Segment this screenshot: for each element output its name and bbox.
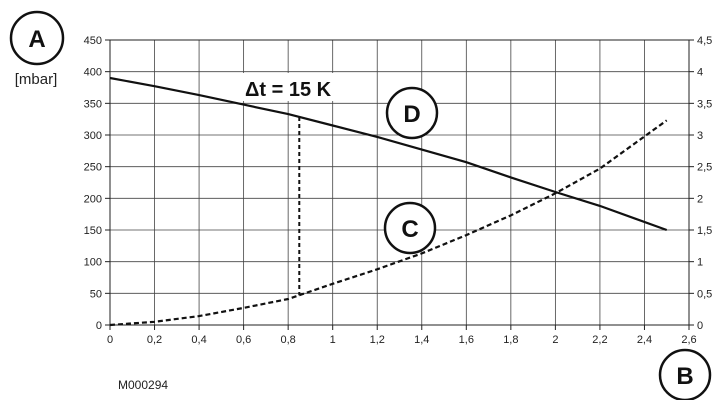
right-axis-ticks: 0 0,5 1 1,5 2 2,5 3 3,5 4 4,5 [689, 35, 712, 332]
x-tick-label: 0,4 [191, 334, 206, 346]
callout-d: D [385, 86, 439, 140]
x-tick-label: 2 [552, 334, 558, 346]
callout-b: B [658, 348, 712, 400]
callout-b-label: B [676, 363, 693, 390]
grid-lines [109, 39, 690, 326]
right-tick-label: 3 [697, 130, 703, 142]
right-tick-label: 4 [697, 67, 703, 79]
dt-label-bg [242, 73, 362, 101]
callout-d-circle [385, 86, 439, 140]
callout-c: C [383, 201, 437, 255]
x-tick-label: 1,6 [459, 334, 474, 346]
dt-label: Δt = 15 K [245, 79, 332, 101]
callout-a: A [9, 10, 65, 66]
x-tick-label: 2,6 [681, 334, 696, 346]
curve-d-line [109, 76, 668, 232]
right-tick-label: 0 [697, 320, 703, 332]
x-tick-label: 2,4 [637, 334, 652, 346]
left-tick-label: 0 [96, 320, 102, 332]
callout-c-circle [383, 201, 437, 255]
x-tick-label: 1 [330, 334, 336, 346]
x-tick-label: 1,2 [370, 334, 385, 346]
x-tick-label: 1,4 [414, 334, 429, 346]
figure-reference: M000294 [118, 378, 168, 392]
left-axis-ticks: 0 50 100 150 200 250 300 350 400 450 [84, 35, 110, 332]
left-tick-label: 150 [84, 225, 102, 237]
x-tick-label: 0,2 [147, 334, 162, 346]
x-tick-label: 0,6 [236, 334, 251, 346]
plot-frame [109, 39, 690, 326]
x-tick-label: 0 [107, 334, 113, 346]
callout-b-circle [658, 348, 712, 400]
callout-d-label: D [403, 101, 420, 128]
callout-a-circle [9, 10, 65, 66]
right-tick-label: 3,5 [697, 98, 712, 110]
x-tick-label: 2,2 [592, 334, 607, 346]
right-tick-label: 2 [697, 193, 703, 205]
curve-c-line [109, 119, 668, 327]
left-tick-label: 350 [84, 98, 102, 110]
x-axis-ticks: 0 0,2 0,4 0,6 0,8 1 1,2 1,4 1,6 1,8 2 2,2 2,4 2,6 [107, 325, 697, 346]
left-axis-unit: [mbar] [15, 71, 58, 88]
left-tick-label: 400 [84, 67, 102, 79]
right-tick-label: 2,5 [697, 162, 712, 174]
left-tick-label: 300 [84, 130, 102, 142]
right-tick-label: 1,5 [697, 225, 712, 237]
left-tick-label: 50 [90, 288, 102, 300]
left-tick-label: 450 [84, 35, 102, 47]
x-tick-label: 1,8 [503, 334, 518, 346]
right-tick-label: 0,5 [697, 288, 712, 300]
left-tick-label: 100 [84, 257, 102, 269]
right-tick-label: 1 [697, 257, 703, 269]
x-tick-label: 0,8 [281, 334, 296, 346]
right-tick-label: 4,5 [697, 35, 712, 47]
left-tick-label: 250 [84, 162, 102, 174]
left-tick-label: 200 [84, 193, 102, 205]
callout-a-label: A [28, 26, 45, 53]
callout-c-label: C [401, 216, 418, 243]
